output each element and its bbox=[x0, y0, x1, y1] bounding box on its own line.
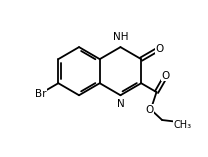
Text: NH: NH bbox=[113, 32, 128, 43]
Text: N: N bbox=[117, 99, 124, 109]
Text: CH₃: CH₃ bbox=[173, 119, 191, 130]
Text: O: O bbox=[162, 71, 170, 81]
Text: Br: Br bbox=[35, 89, 46, 99]
Text: O: O bbox=[146, 105, 154, 115]
Text: O: O bbox=[155, 44, 163, 54]
